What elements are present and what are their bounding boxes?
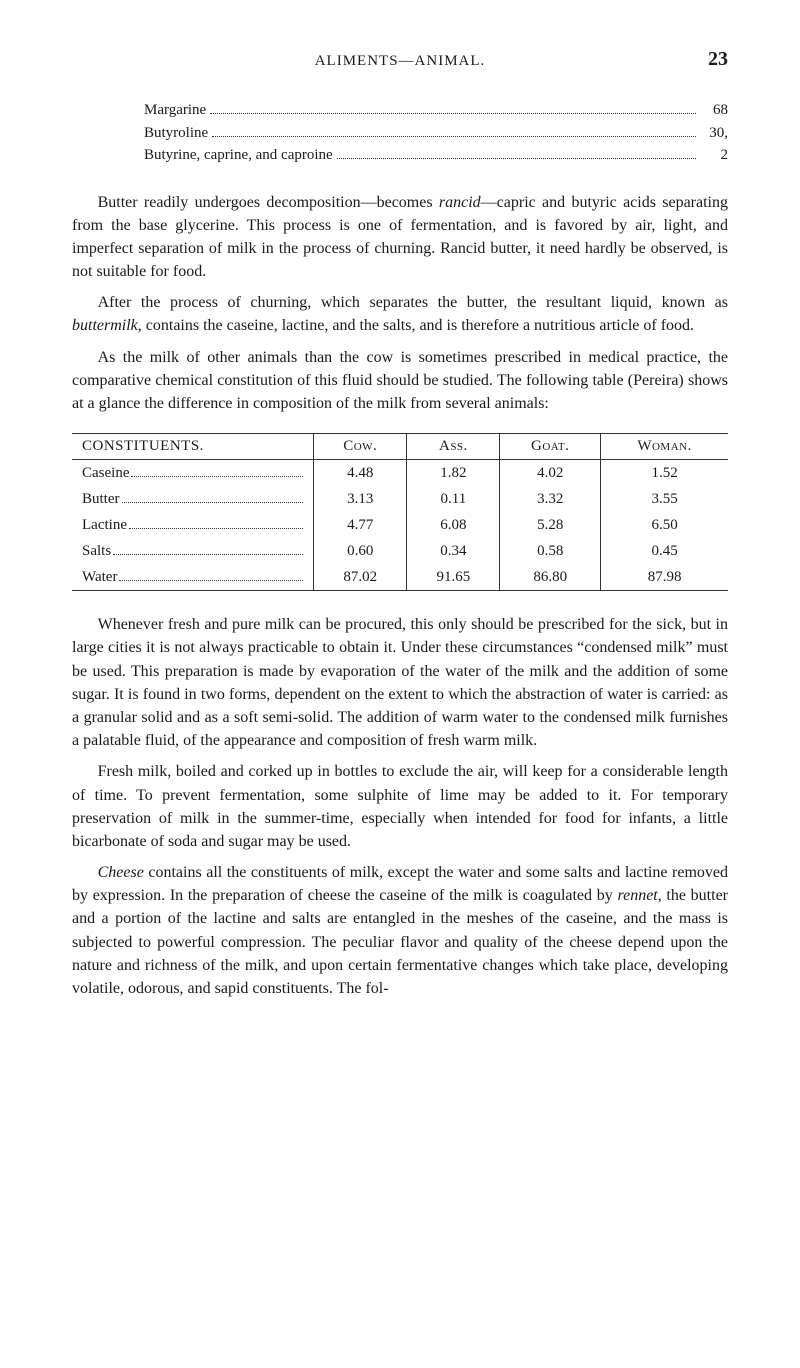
- table-cell: 3.55: [601, 486, 728, 512]
- table-body: Caseine4.481.824.021.52Butter3.130.113.3…: [72, 460, 728, 591]
- page-header: ALIMENTS—ANIMAL. 23: [72, 48, 728, 71]
- para-block-1: Butter readily undergoes decomposition—b…: [72, 191, 728, 416]
- page-container: ALIMENTS—ANIMAL. 23 Margarine68Butyrolin…: [0, 0, 800, 1078]
- table-row: Butter3.130.113.323.55: [72, 486, 728, 512]
- table-row: Caseine4.481.824.021.52: [72, 460, 728, 487]
- ingredient-label: Butyroline: [144, 122, 208, 145]
- table-cell: 5.28: [500, 512, 601, 538]
- table-header-cell: Ass.: [407, 434, 500, 460]
- table-cell: 86.80: [500, 564, 601, 591]
- table-cell: 0.34: [407, 538, 500, 564]
- table-cell: 87.98: [601, 564, 728, 591]
- table-cell: 1.52: [601, 460, 728, 487]
- table-cell: 4.02: [500, 460, 601, 487]
- table-cell: 3.13: [314, 486, 407, 512]
- table-row-label: Salts: [72, 538, 314, 564]
- ingredient-row: Butyrine, caprine, and caproine 2: [144, 144, 728, 167]
- ingredient-value: 68: [700, 99, 728, 122]
- p6-ital-cheese: Cheese: [98, 864, 144, 881]
- ingredient-row: Margarine 68: [144, 99, 728, 122]
- p2-text-a: After the process of churning, which sep…: [98, 294, 728, 311]
- table-row: Water87.0291.6586.8087.98: [72, 564, 728, 591]
- p2-text-b: , contains the caseine, lactine, and the…: [138, 317, 694, 334]
- table-cell: 91.65: [407, 564, 500, 591]
- table-row: Lactine4.776.085.286.50: [72, 512, 728, 538]
- table-cell: 87.02: [314, 564, 407, 591]
- table-row-label: Butter: [72, 486, 314, 512]
- paragraph-6: Cheese contains all the constituents of …: [72, 861, 728, 1000]
- ingredient-dots: [212, 124, 696, 137]
- page-number: 23: [688, 48, 728, 71]
- paragraph-3: As the milk of other animals than the co…: [72, 346, 728, 416]
- table-cell: 3.32: [500, 486, 601, 512]
- table-row-label: Lactine: [72, 512, 314, 538]
- butter-component-list: Margarine68Butyroline30,Butyrine, caprin…: [144, 99, 728, 167]
- p1-ital-rancid: rancid: [439, 194, 481, 211]
- para-block-2: Whenever fresh and pure milk can be proc…: [72, 613, 728, 1000]
- paragraph-4: Whenever fresh and pure milk can be proc…: [72, 613, 728, 752]
- paragraph-5: Fresh milk, boiled and corked up in bott…: [72, 760, 728, 853]
- p2-ital-buttermilk: buttermilk: [72, 317, 138, 334]
- table-cell: 0.11: [407, 486, 500, 512]
- paragraph-1: Butter readily undergoes decomposition—b…: [72, 191, 728, 284]
- ingredient-dots: [210, 101, 696, 114]
- ingredient-label: Margarine: [144, 99, 206, 122]
- ingredient-row: Butyroline 30,: [144, 122, 728, 145]
- table-header-cell: Cow.: [314, 434, 407, 460]
- p1-text-a: Butter readily undergoes decomposition—b…: [98, 194, 439, 211]
- ingredient-label: Butyrine, caprine, and caproine: [144, 144, 333, 167]
- table-header-cell: Woman.: [601, 434, 728, 460]
- table-cell: 6.50: [601, 512, 728, 538]
- table-header-cell: Goat.: [500, 434, 601, 460]
- table-cell: 4.48: [314, 460, 407, 487]
- ingredient-dots: [337, 146, 696, 159]
- ingredient-value: 2: [700, 144, 728, 167]
- table-row-label: Caseine: [72, 460, 314, 487]
- table-cell: 0.58: [500, 538, 601, 564]
- table-header-row: CONSTITUENTS.Cow.Ass.Goat.Woman.: [72, 434, 728, 460]
- table-row-label: Water: [72, 564, 314, 591]
- running-head: ALIMENTS—ANIMAL.: [112, 53, 688, 70]
- table-cell: 4.77: [314, 512, 407, 538]
- table-cell: 0.45: [601, 538, 728, 564]
- paragraph-2: After the process of churning, which sep…: [72, 291, 728, 337]
- p6-ital-rennet: rennet: [617, 887, 657, 904]
- ingredient-value: 30,: [700, 122, 728, 145]
- table-header-constituents: CONSTITUENTS.: [72, 434, 314, 460]
- table-cell: 0.60: [314, 538, 407, 564]
- table-row: Salts0.600.340.580.45: [72, 538, 728, 564]
- table-cell: 6.08: [407, 512, 500, 538]
- milk-composition-table: CONSTITUENTS.Cow.Ass.Goat.Woman. Caseine…: [72, 433, 728, 591]
- table-cell: 1.82: [407, 460, 500, 487]
